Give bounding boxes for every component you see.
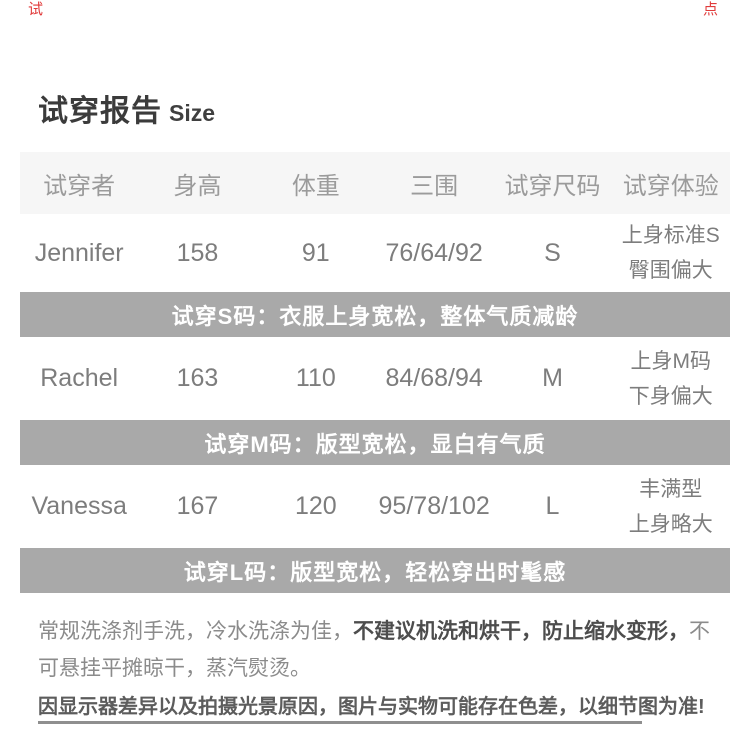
header-experience: 试穿体验 xyxy=(622,172,719,200)
experience-line: 上身标准S xyxy=(621,224,720,247)
section-title: 试穿报告 Size xyxy=(38,86,215,130)
care-instructions: 常规洗涤剂手洗，冷水洗涤为佳，不建议机洗和烘干，防止缩水变形，不可悬挂平摊晾干，… xyxy=(38,613,722,687)
section-title-en: Size xyxy=(169,100,216,126)
experience-line: 下身偏大 xyxy=(628,384,713,408)
size-review-banner-m: 试穿M码：版型宽松，显白有气质 xyxy=(20,420,730,465)
cell-size: L xyxy=(545,492,560,520)
cell-size: S xyxy=(544,238,561,267)
cell-height: 158 xyxy=(176,238,219,267)
color-disclaimer: 因显示器差异以及拍摄光景原因，图片与实物可能存在色差，以细节图为准! xyxy=(38,696,705,718)
section-title-zh: 试穿报告 xyxy=(38,95,162,128)
cell-tester: Rachel xyxy=(40,364,119,392)
header-size: 试穿尺码 xyxy=(504,172,601,200)
cell-measurements: 95/78/102 xyxy=(378,492,490,520)
corner-text-left: 试 xyxy=(28,1,44,18)
header-weight: 体重 xyxy=(291,172,340,200)
header-measurements: 三围 xyxy=(410,172,459,200)
cell-experience: 丰满型 上身略大 xyxy=(612,472,730,542)
care-text-regular: 常规洗涤剂手洗，冷水洗涤为佳， xyxy=(38,620,353,643)
cell-weight: 110 xyxy=(295,364,336,392)
table-header-row: 试穿者 身高 体重 三围 试穿尺码 试穿体验 xyxy=(20,152,730,214)
care-text-regular: 不可悬挂平摊晾干，蒸汽熨烫。 xyxy=(38,620,710,680)
cell-size: M xyxy=(542,364,563,392)
experience-line: 臀围偏大 xyxy=(628,259,713,282)
corner-text-right: 点 xyxy=(703,1,719,18)
experience-line: 上身M码 xyxy=(630,349,712,373)
cell-height: 163 xyxy=(176,364,219,392)
table-row-rachel: Rachel 163 110 84/68/94 M 上身M码 下身偏大 xyxy=(20,337,730,420)
cell-measurements: 76/64/92 xyxy=(385,238,483,267)
cell-weight: 91 xyxy=(301,238,330,267)
cell-experience: 上身M码 下身偏大 xyxy=(612,344,730,414)
cell-measurements: 84/68/94 xyxy=(385,364,483,392)
experience-line: 丰满型 xyxy=(639,477,703,501)
cell-tester: Jennifer xyxy=(34,238,124,267)
cell-weight: 120 xyxy=(294,492,337,520)
size-review-banner-s: 试穿S码：衣服上身宽松，整体气质减龄 xyxy=(20,292,730,337)
table-row-vanessa: Vanessa 167 120 95/78/102 L 丰满型 上身略大 xyxy=(20,465,730,548)
care-text-bold: 不建议机洗和烘干，防止缩水变形， xyxy=(353,620,689,643)
divider-line xyxy=(38,721,642,724)
table-row-jennifer: Jennifer 158 91 76/64/92 S 上身标准S 臀围偏大 xyxy=(20,214,730,292)
cell-experience: 上身标准S 臀围偏大 xyxy=(612,218,730,288)
tryon-report-table: 试穿者 身高 体重 三围 试穿尺码 试穿体验 Jennifer 158 91 7… xyxy=(20,152,730,593)
cell-tester: Vanessa xyxy=(31,492,127,520)
cell-height: 167 xyxy=(176,492,219,520)
size-review-banner-l: 试穿L码：版型宽松，轻松穿出时髦感 xyxy=(20,548,730,593)
experience-line: 上身略大 xyxy=(628,512,713,536)
header-tester: 试穿者 xyxy=(43,172,116,200)
header-height: 身高 xyxy=(173,172,222,200)
